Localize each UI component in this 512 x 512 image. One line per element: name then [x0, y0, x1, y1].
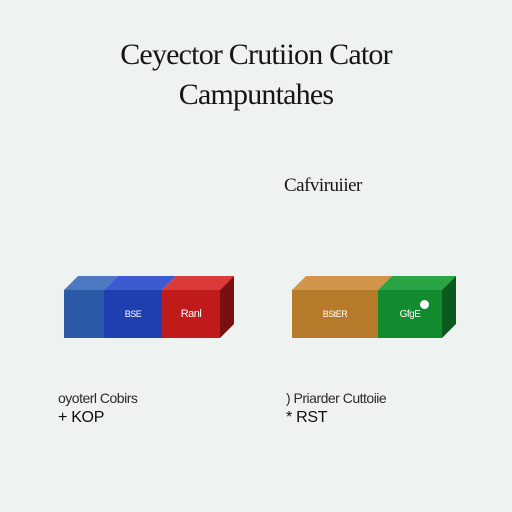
block-left-segment-3: Ranl	[162, 290, 220, 338]
label-left: oyoterl Cobirs + KOP	[58, 390, 137, 427]
block-left-segment-1-front	[64, 290, 104, 338]
block-left-segment-3-front: Ranl	[162, 290, 220, 338]
block-left: BSERanl	[64, 276, 234, 338]
block-right-segment-1-top	[292, 276, 392, 290]
block-right-segment-1-front: BStER	[292, 290, 378, 338]
block-left-segment-1	[64, 290, 104, 338]
label-left-line2: + KOP	[58, 409, 137, 427]
label-right-line1: ) Priarder Cuttoiie	[286, 390, 386, 406]
page-title: Campuntahes	[0, 78, 512, 112]
block-left-segment-2: BSE	[104, 290, 162, 338]
block-right-segment-2: GfgE	[378, 290, 442, 338]
block-right: BStERGfgE	[292, 276, 456, 338]
label-right: ) Priarder Cuttoiie * RST	[286, 390, 386, 427]
block-right-dot-icon	[420, 300, 429, 309]
label-left-line1: oyoterl Cobirs	[58, 390, 137, 406]
subheader: Cafviruiier	[284, 175, 362, 197]
block-left-segment-2-front: BSE	[104, 290, 162, 338]
label-right-line2: * RST	[286, 409, 386, 427]
page-title: Ceyector Crutiion Cator	[0, 38, 512, 72]
block-right-segment-2-front: GfgE	[378, 290, 442, 338]
block-right-segment-1: BStER	[292, 290, 378, 338]
